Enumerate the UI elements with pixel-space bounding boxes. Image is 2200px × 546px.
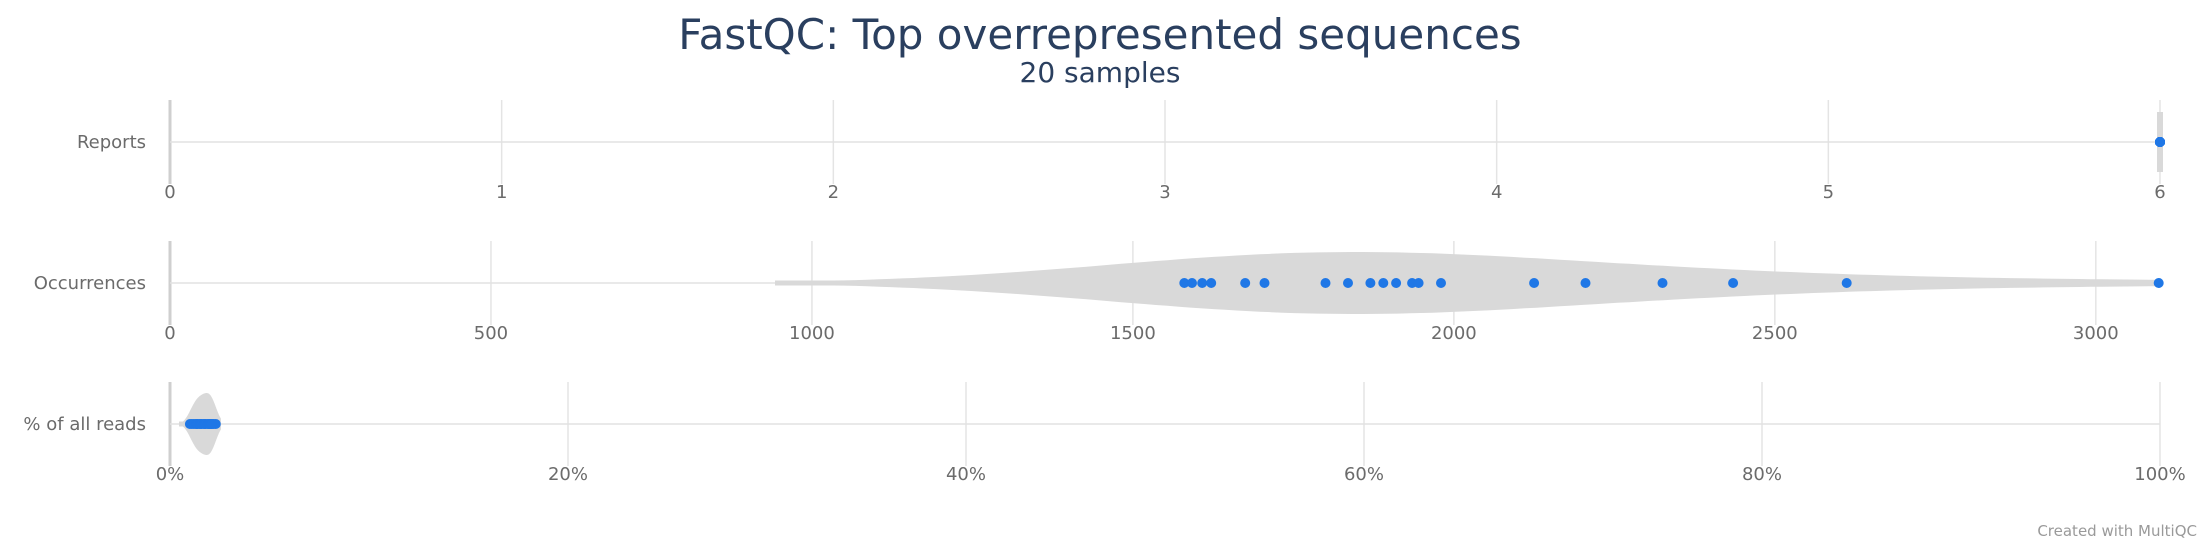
data-point[interactable] <box>1206 278 1217 288</box>
data-point[interactable] <box>2153 278 2164 288</box>
data-point[interactable] <box>1391 278 1402 288</box>
data-point[interactable] <box>1343 278 1353 288</box>
tick-label: 1500 <box>1110 323 1156 344</box>
data-point[interactable] <box>2155 137 2165 147</box>
data-point[interactable] <box>1365 278 1376 288</box>
tick-label: 5 <box>1823 182 1834 203</box>
tick-label: 100% <box>2134 464 2185 485</box>
data-point[interactable] <box>1529 278 1540 288</box>
data-point[interactable] <box>1259 278 1270 288</box>
chart-subtitle: 20 samples <box>1019 56 1181 89</box>
chart-title: FastQC: Top overrepresented sequences <box>678 10 1522 59</box>
tick-label: 1 <box>496 182 507 203</box>
data-point[interactable] <box>1436 278 1446 288</box>
tick-label: 4 <box>1491 182 1502 203</box>
tick-label: 0% <box>156 464 185 485</box>
tick-label: 3 <box>1159 182 1170 203</box>
data-point[interactable] <box>1841 278 1852 288</box>
row-label: Occurrences <box>34 273 146 294</box>
tick-label: 500 <box>474 323 508 344</box>
violin-shape <box>775 252 2160 314</box>
tick-label: 20% <box>548 464 588 485</box>
data-point[interactable] <box>206 419 217 429</box>
tick-label: 0 <box>164 182 175 203</box>
data-point[interactable] <box>1320 278 1331 288</box>
data-point[interactable] <box>1580 278 1591 288</box>
row-label: % of all reads <box>23 414 146 435</box>
data-point[interactable] <box>1197 278 1208 288</box>
tick-label: 60% <box>1344 464 1384 485</box>
data-point[interactable] <box>1378 278 1389 288</box>
data-point[interactable] <box>1413 278 1424 288</box>
row-label: Reports <box>77 132 146 153</box>
data-point[interactable] <box>1657 278 1668 288</box>
tick-label: 2000 <box>1431 323 1477 344</box>
data-point[interactable] <box>1179 278 1190 288</box>
tick-label: 0 <box>164 323 175 344</box>
data-point[interactable] <box>1187 278 1197 288</box>
credit-text: Created with MultiQC <box>2037 522 2197 540</box>
tick-label: 6 <box>2154 182 2165 203</box>
tick-label: 3000 <box>2073 323 2119 344</box>
data-point[interactable] <box>1728 278 1739 288</box>
data-point[interactable] <box>1240 278 1251 288</box>
tick-label: 1000 <box>789 323 835 344</box>
tick-label: 2 <box>828 182 839 203</box>
tick-label: 80% <box>1742 464 1782 485</box>
tick-label: 40% <box>946 464 986 485</box>
tick-label: 2500 <box>1752 323 1798 344</box>
